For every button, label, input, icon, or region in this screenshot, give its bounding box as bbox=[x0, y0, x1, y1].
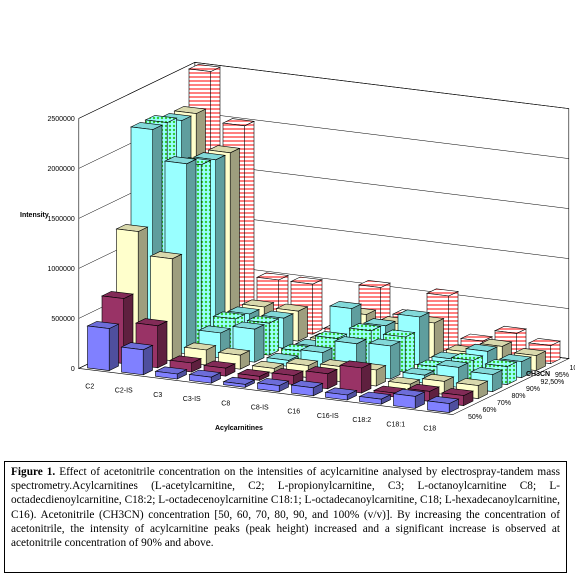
x-axis-title: Acylcarnitines bbox=[215, 425, 263, 432]
z-axis-title: CH3CN bbox=[526, 371, 550, 378]
bar bbox=[86, 321, 120, 372]
bar-side bbox=[229, 147, 240, 334]
x-tick-label: C8 bbox=[221, 400, 230, 407]
bar-front bbox=[189, 374, 212, 384]
bar bbox=[392, 388, 426, 409]
x-tick-label: C16 bbox=[287, 409, 300, 416]
figure-caption: Figure 1. Effect of acetonitrile concent… bbox=[4, 461, 567, 573]
bar bbox=[188, 369, 222, 384]
z-tick-label: 100% bbox=[570, 365, 575, 372]
bar-front bbox=[223, 381, 246, 388]
z-tick-label: 70% bbox=[497, 400, 511, 407]
bar-front bbox=[155, 370, 178, 380]
bar bbox=[304, 366, 339, 390]
bar bbox=[338, 360, 373, 394]
bar-side bbox=[361, 363, 372, 394]
bar-side bbox=[244, 120, 255, 327]
bar bbox=[290, 380, 324, 397]
bar bbox=[222, 376, 256, 388]
y-tick-label: 1500000 bbox=[47, 216, 74, 223]
bar bbox=[324, 387, 358, 401]
y-tick-label: 2000000 bbox=[47, 166, 74, 173]
bar-side bbox=[254, 324, 265, 363]
y-tick-label: 500000 bbox=[51, 316, 74, 323]
bar-side bbox=[283, 313, 294, 349]
z-tick-label: 80% bbox=[512, 393, 526, 400]
bar-front bbox=[359, 396, 382, 405]
bar-front bbox=[291, 384, 314, 397]
x-tick-label: C2-IS bbox=[115, 388, 133, 395]
bar-front bbox=[393, 393, 416, 409]
bar-side bbox=[404, 332, 415, 373]
z-tick-label: 60% bbox=[483, 407, 497, 414]
z-tick-label: 50% bbox=[468, 414, 482, 421]
bar-front bbox=[257, 382, 280, 392]
bar-side bbox=[448, 291, 459, 352]
x-tick-label: C2 bbox=[85, 384, 94, 391]
bar-front bbox=[325, 391, 348, 401]
gridline bbox=[78, 62, 569, 119]
bar-side bbox=[268, 318, 279, 356]
bar bbox=[426, 396, 460, 414]
x-tick-label: C18 bbox=[423, 426, 436, 433]
bar-side bbox=[297, 306, 308, 342]
x-tick-label: C8-IS bbox=[251, 405, 269, 412]
figure-label: Figure 1. bbox=[11, 466, 56, 478]
bar-side bbox=[186, 158, 197, 355]
z-tick-label: 90% bbox=[526, 386, 540, 393]
x-tick-label: C3-IS bbox=[183, 396, 201, 403]
x-tick-label: C18:2 bbox=[352, 417, 371, 424]
bar-side bbox=[108, 323, 119, 372]
bar-side bbox=[419, 312, 430, 366]
bar-front bbox=[427, 400, 450, 413]
bar bbox=[256, 378, 290, 393]
y-tick-label: 1000000 bbox=[47, 266, 74, 273]
bar-side bbox=[142, 344, 153, 376]
y-tick-label: 0 bbox=[71, 366, 75, 373]
x-tick-label: C18:1 bbox=[386, 421, 405, 428]
caption-text: Effect of acetonitrile concentration on … bbox=[11, 466, 561, 550]
bar bbox=[358, 391, 392, 405]
bar-side bbox=[171, 253, 182, 362]
bar-side bbox=[157, 320, 168, 369]
x-tick-label: C16-IS bbox=[317, 413, 339, 420]
y-tick-label: 2500000 bbox=[47, 116, 74, 123]
bar-front bbox=[121, 346, 144, 376]
bar bbox=[120, 342, 154, 376]
bar-front bbox=[87, 325, 110, 371]
bar-side bbox=[390, 341, 401, 380]
x-tick-label: C3 bbox=[153, 392, 162, 399]
z-tick-label: 92,50% bbox=[541, 379, 565, 386]
bar-side bbox=[200, 159, 211, 348]
bars-layer bbox=[86, 64, 562, 414]
bar bbox=[154, 366, 188, 380]
bar-side bbox=[312, 279, 323, 335]
y-axis-title: Intensity bbox=[20, 212, 49, 219]
z-tick-label: 95% bbox=[555, 372, 569, 379]
bar-chart-3d: 0 500000 1000000 1500000 2000000 2500000 C2 C2-… bbox=[20, 61, 575, 433]
labels-layer: Intensity Acylcarnitines CH3CN bbox=[20, 212, 550, 432]
